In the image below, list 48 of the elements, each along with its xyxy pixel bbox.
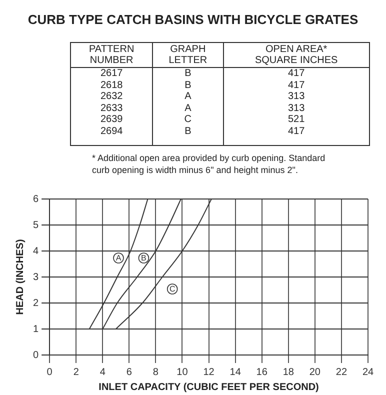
y-tick-label: 2 xyxy=(33,298,39,309)
x-tick-label: 12 xyxy=(203,366,215,378)
x-tick-label: 4 xyxy=(100,366,106,378)
x-tick-label: 10 xyxy=(176,366,188,378)
series-label: C xyxy=(169,284,176,294)
text: 2632 xyxy=(70,91,153,102)
text: 521 xyxy=(223,114,370,126)
text: B xyxy=(152,126,224,137)
y-tick-label: 6 xyxy=(33,194,39,205)
y-axis-title: HEAD (INCHES) xyxy=(14,239,26,315)
x-tick-label: 20 xyxy=(309,366,321,378)
text: A xyxy=(152,91,224,102)
text: 417 xyxy=(223,80,370,91)
legend-label: B xyxy=(141,254,146,263)
text: * Additional open area provided by curb opening. Standard curb opening is width minus 6" and height minus 2". xyxy=(92,152,326,176)
y-tick-label: 1 xyxy=(33,324,39,335)
x-tick-label: 16 xyxy=(256,366,268,378)
x-tick-label: 6 xyxy=(126,366,132,378)
text: 417 xyxy=(223,68,370,80)
x-axis-title: INLET CAPACITY (CUBIC FEET PER SECOND) xyxy=(98,382,319,393)
text: 313 xyxy=(223,102,370,114)
y-tick-label: 4 xyxy=(33,246,39,257)
chart-title: CURB TYPE CATCH BASINS WITH BICYCLE GRATES xyxy=(26,12,360,27)
text: 313 xyxy=(223,91,370,102)
text: PATTERN NUMBER xyxy=(70,42,153,68)
text: 2633 xyxy=(70,102,153,114)
x-tick-label: 2 xyxy=(73,366,80,378)
text: 2618 xyxy=(70,80,153,91)
text: GRAPH LETTER xyxy=(152,42,224,68)
text: 417 xyxy=(223,126,370,137)
text: 2617 xyxy=(70,68,153,80)
x-tick-label: 8 xyxy=(152,366,159,378)
text: B xyxy=(152,68,224,80)
y-tick-label: 5 xyxy=(33,220,39,231)
y-tick-label: 0 xyxy=(33,350,39,361)
text: 2639 xyxy=(70,114,153,126)
text: A xyxy=(152,102,224,114)
x-tick-label: 14 xyxy=(230,366,242,378)
x-tick-label: 18 xyxy=(282,366,294,378)
text: B xyxy=(152,80,224,91)
x-tick-label: 0 xyxy=(46,366,53,378)
text: 2694 xyxy=(70,126,153,137)
text: OPEN AREA* SQUARE INCHES xyxy=(223,42,370,68)
x-tick-label: 24 xyxy=(362,366,374,378)
x-tick-label: 22 xyxy=(336,366,348,378)
series-label: A xyxy=(116,254,122,263)
text: C xyxy=(152,114,224,126)
y-tick-label: 3 xyxy=(33,272,39,283)
